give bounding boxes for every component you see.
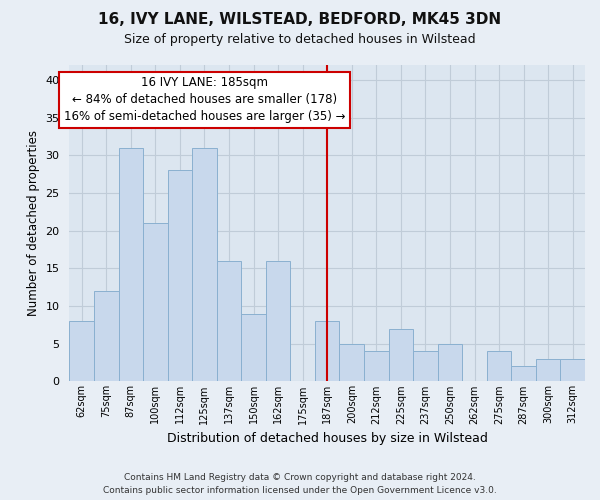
Bar bbox=[536, 359, 560, 382]
Bar bbox=[437, 344, 462, 382]
Bar bbox=[94, 291, 119, 382]
Text: 16 IVY LANE: 185sqm
← 84% of detached houses are smaller (178)
16% of semi-detac: 16 IVY LANE: 185sqm ← 84% of detached ho… bbox=[64, 76, 345, 124]
X-axis label: Distribution of detached houses by size in Wilstead: Distribution of detached houses by size … bbox=[167, 432, 488, 445]
Bar bbox=[487, 352, 511, 382]
Bar bbox=[315, 321, 340, 382]
Bar bbox=[389, 328, 413, 382]
Text: 16, IVY LANE, WILSTEAD, BEDFORD, MK45 3DN: 16, IVY LANE, WILSTEAD, BEDFORD, MK45 3D… bbox=[98, 12, 502, 28]
Bar bbox=[217, 261, 241, 382]
Text: Contains HM Land Registry data © Crown copyright and database right 2024.
Contai: Contains HM Land Registry data © Crown c… bbox=[103, 473, 497, 495]
Bar bbox=[70, 321, 94, 382]
Bar bbox=[364, 352, 389, 382]
Bar bbox=[192, 148, 217, 382]
Bar bbox=[560, 359, 585, 382]
Bar bbox=[167, 170, 192, 382]
Text: Size of property relative to detached houses in Wilstead: Size of property relative to detached ho… bbox=[124, 32, 476, 46]
Bar bbox=[143, 223, 167, 382]
Bar bbox=[266, 261, 290, 382]
Bar bbox=[511, 366, 536, 382]
Bar bbox=[119, 148, 143, 382]
Bar bbox=[241, 314, 266, 382]
Y-axis label: Number of detached properties: Number of detached properties bbox=[27, 130, 40, 316]
Bar bbox=[340, 344, 364, 382]
Bar bbox=[413, 352, 437, 382]
